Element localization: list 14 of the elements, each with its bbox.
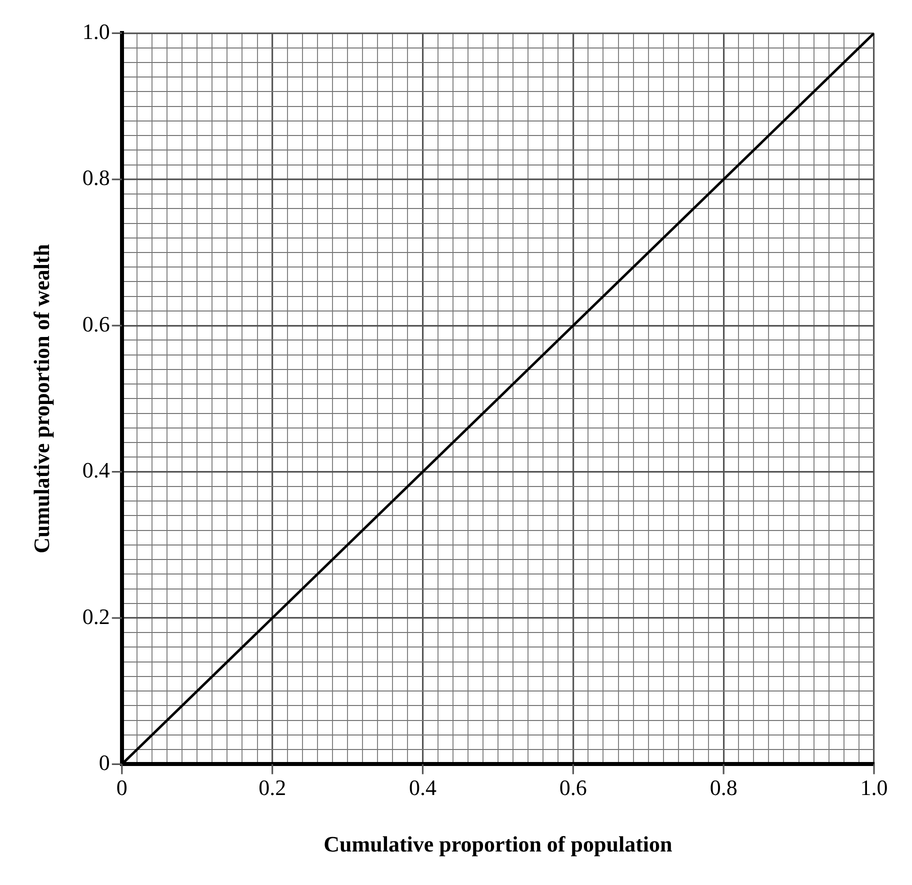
y-tick-label: 0 [98, 750, 110, 775]
x-tick-label: 0.8 [710, 775, 738, 800]
x-axis-title: Cumulative proportion of population [324, 831, 672, 856]
y-tick-label: 0.8 [82, 165, 110, 190]
x-tick-label: 0.2 [258, 775, 286, 800]
y-axis-title: Cumulative proportion of wealth [28, 244, 54, 554]
y-tick-label: 1.0 [82, 18, 110, 44]
x-tick-label: 0 [116, 775, 128, 800]
y-tick-label: 0.4 [82, 458, 110, 483]
x-tick-label: 1.0 [860, 775, 888, 800]
y-tick-label: 0.2 [82, 604, 110, 629]
y-tick-label: 0.6 [82, 311, 110, 336]
x-tick-label: 0.6 [559, 775, 587, 800]
x-tick-label: 0.4 [408, 775, 436, 800]
